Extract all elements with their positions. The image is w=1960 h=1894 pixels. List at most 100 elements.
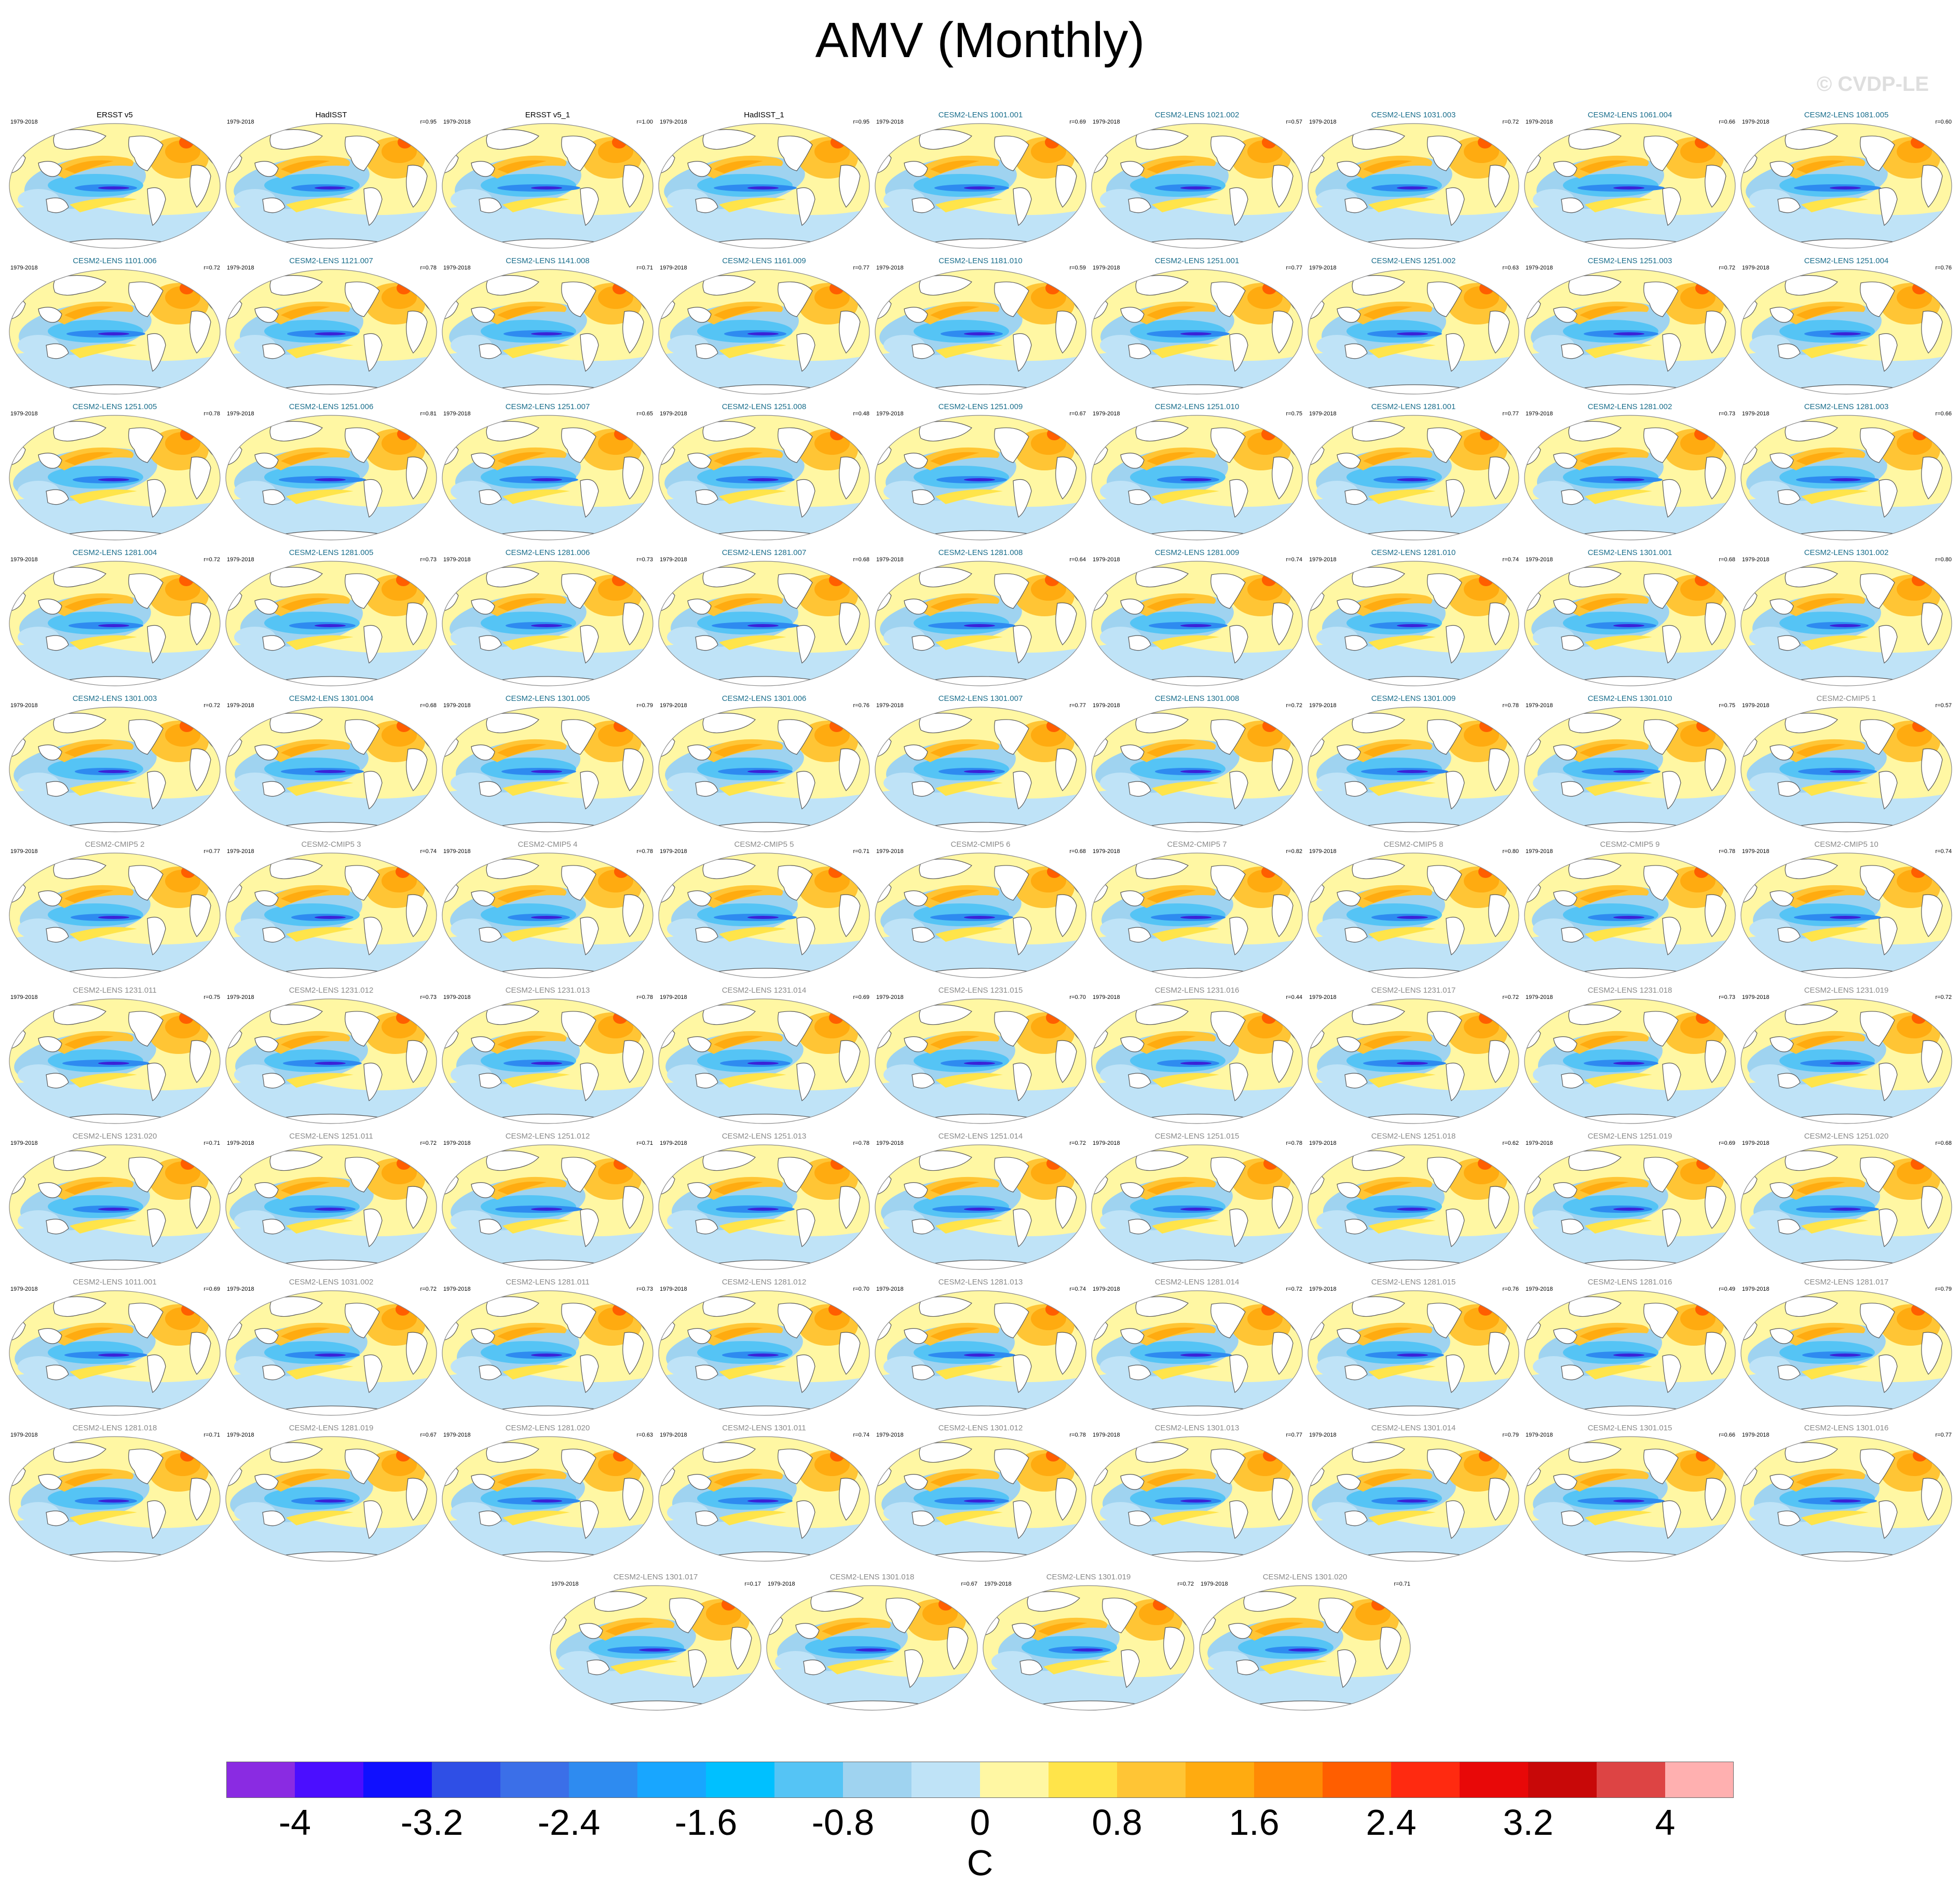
map-panel: CESM2-LENS 1231.013 1979-2018 r=0.78 xyxy=(440,985,655,1126)
panel-correlation: r=0.65 xyxy=(636,411,654,417)
panel-title: CESM2-LENS 1281.006 xyxy=(505,548,590,557)
sst-map xyxy=(1740,415,1952,540)
map-panel: CESM2-LENS 1031.003 1979-2018 r=0.72 xyxy=(1306,110,1521,250)
colorbar-swatch xyxy=(1049,1762,1118,1798)
panel-correlation: r=0.78 xyxy=(636,848,654,855)
map-panel: CESM2-LENS 1281.008 1979-2018 r=0.64 xyxy=(873,548,1088,688)
panel-title: CESM2-CMIP5 4 xyxy=(518,840,578,849)
sst-map xyxy=(1524,415,1736,540)
map-panel: CESM2-CMIP5 10 1979-2018 r=0.74 xyxy=(1739,840,1954,980)
map-panel: CESM2-LENS 1281.015 1979-2018 r=0.76 xyxy=(1306,1277,1521,1417)
sst-map xyxy=(1091,1144,1303,1270)
colorbar-units: C xyxy=(967,1843,993,1883)
map-panel: CESM2-LENS 1301.010 1979-2018 r=0.75 xyxy=(1522,694,1737,834)
map-panel: CESM2-LENS 1231.017 1979-2018 r=0.72 xyxy=(1306,985,1521,1126)
sst-map xyxy=(442,415,654,540)
panel-period: 1979-2018 xyxy=(551,1581,579,1587)
panel-correlation: r=0.78 xyxy=(1286,1140,1303,1146)
sst-map xyxy=(1524,123,1736,249)
panel-title: CESM2-LENS 1011.001 xyxy=(73,1278,157,1287)
map-panel: CESM2-LENS 1141.008 1979-2018 r=0.71 xyxy=(440,256,655,396)
panel-period: 1979-2018 xyxy=(1093,702,1120,709)
map-panel: CESM2-LENS 1281.017 1979-2018 r=0.79 xyxy=(1739,1277,1954,1417)
map-panel: CESM2-LENS 1251.013 1979-2018 r=0.78 xyxy=(657,1131,872,1271)
sst-map xyxy=(658,269,870,395)
panel-title: CESM2-LENS 1231.015 xyxy=(938,986,1023,995)
panel-title: ERSST v5_1 xyxy=(525,111,570,119)
map-panel: CESM2-LENS 1281.016 1979-2018 r=0.49 xyxy=(1522,1277,1737,1417)
panel-period: 1979-2018 xyxy=(1309,1140,1337,1146)
panel-correlation: r=0.77 xyxy=(1286,1432,1303,1438)
panel-correlation: r=0.76 xyxy=(1935,265,1952,271)
map-panel: HadISST_1 1979-2018 r=0.95 xyxy=(657,110,872,250)
panel-period: 1979-2018 xyxy=(1742,119,1770,125)
panel-period: 1979-2018 xyxy=(443,119,471,125)
sst-map xyxy=(1308,415,1519,540)
panel-correlation: r=0.78 xyxy=(1502,702,1519,709)
panel-title: CESM2-LENS 1251.011 xyxy=(289,1132,373,1141)
sst-map xyxy=(658,1290,870,1416)
panel-correlation: r=0.63 xyxy=(636,1432,654,1438)
panel-period: 1979-2018 xyxy=(10,848,38,855)
panel-title: CESM2-LENS 1251.003 xyxy=(1587,256,1672,265)
panel-period: 1979-2018 xyxy=(1309,265,1337,271)
panel-correlation: r=0.68 xyxy=(420,702,437,709)
panel-period: 1979-2018 xyxy=(660,1140,687,1146)
sst-map xyxy=(766,1585,978,1711)
map-panel: CESM2-LENS 1161.009 1979-2018 r=0.77 xyxy=(657,256,872,396)
colorbar-tick-label: -0.8 xyxy=(811,1802,875,1843)
colorbar-tick-label: -3.2 xyxy=(400,1802,464,1843)
panel-period: 1979-2018 xyxy=(227,265,254,271)
panel-title: CESM2-LENS 1001.001 xyxy=(938,111,1023,119)
map-panel: CESM2-LENS 1081.005 1979-2018 r=0.60 xyxy=(1739,110,1954,250)
map-panel: CESM2-LENS 1281.009 1979-2018 r=0.74 xyxy=(1090,548,1304,688)
map-panel: CESM2-LENS 1301.007 1979-2018 r=0.77 xyxy=(873,694,1088,834)
panel-correlation: r=0.80 xyxy=(1935,557,1952,563)
colorbar-tick-label: 4 xyxy=(1655,1802,1676,1843)
panel-period: 1979-2018 xyxy=(443,1286,471,1292)
panel-correlation: r=0.57 xyxy=(1935,702,1952,709)
map-panel: CESM2-LENS 1251.008 1979-2018 r=0.48 xyxy=(657,402,872,542)
panel-title: CESM2-LENS 1281.003 xyxy=(1804,402,1889,411)
panel-title: CESM2-CMIP5 6 xyxy=(950,840,1011,849)
panel-period: 1979-2018 xyxy=(1309,1286,1337,1292)
panel-period: 1979-2018 xyxy=(227,557,254,563)
panel-correlation: r=0.73 xyxy=(420,557,437,563)
sst-map xyxy=(225,123,437,249)
panel-period: 1979-2018 xyxy=(660,119,687,125)
panel-title: CESM2-LENS 1231.019 xyxy=(1804,986,1889,995)
map-panel: CESM2-LENS 1251.003 1979-2018 r=0.72 xyxy=(1522,256,1737,396)
panel-period: 1979-2018 xyxy=(443,411,471,417)
map-panel: CESM2-LENS 1251.010 1979-2018 r=0.75 xyxy=(1090,402,1304,542)
panel-correlation: r=0.44 xyxy=(1286,994,1303,1000)
panel-title: HadISST xyxy=(315,111,347,119)
panel-title: CESM2-LENS 1281.005 xyxy=(289,548,374,557)
sst-map xyxy=(1524,707,1736,832)
sst-map xyxy=(875,1436,1086,1562)
panel-period: 1979-2018 xyxy=(1201,1581,1228,1587)
map-panel: CESM2-LENS 1251.006 1979-2018 r=0.81 xyxy=(224,402,439,542)
colorbar-swatch xyxy=(226,1762,295,1798)
panel-correlation: r=0.78 xyxy=(636,994,654,1000)
panel-correlation: r=0.71 xyxy=(1394,1581,1411,1587)
colorbar-swatch xyxy=(1323,1762,1392,1798)
panel-period: 1979-2018 xyxy=(10,1432,38,1438)
panel-period: 1979-2018 xyxy=(10,557,38,563)
panel-correlation: r=0.73 xyxy=(1719,411,1736,417)
panel-period: 1979-2018 xyxy=(1093,557,1120,563)
sst-map xyxy=(9,1144,221,1270)
panel-title: CESM2-LENS 1101.006 xyxy=(73,256,157,265)
panel-title: CESM2-LENS 1301.014 xyxy=(1371,1424,1456,1432)
panel-period: 1979-2018 xyxy=(1742,1140,1770,1146)
panel-period: 1979-2018 xyxy=(660,265,687,271)
panel-period: 1979-2018 xyxy=(1742,994,1770,1000)
panel-title: CESM2-LENS 1281.018 xyxy=(72,1424,157,1432)
panel-correlation: r=0.49 xyxy=(1719,1286,1736,1292)
map-panel: CESM2-LENS 1301.003 1979-2018 r=0.72 xyxy=(7,694,222,834)
panel-title: CESM2-LENS 1231.013 xyxy=(505,986,590,995)
map-panel: CESM2-LENS 1251.007 1979-2018 r=0.65 xyxy=(440,402,655,542)
panel-title: CESM2-LENS 1121.007 xyxy=(289,256,373,265)
panel-period: 1979-2018 xyxy=(443,702,471,709)
map-panel: CESM2-CMIP5 7 1979-2018 r=0.82 xyxy=(1090,840,1304,980)
panel-period: 1979-2018 xyxy=(876,848,904,855)
